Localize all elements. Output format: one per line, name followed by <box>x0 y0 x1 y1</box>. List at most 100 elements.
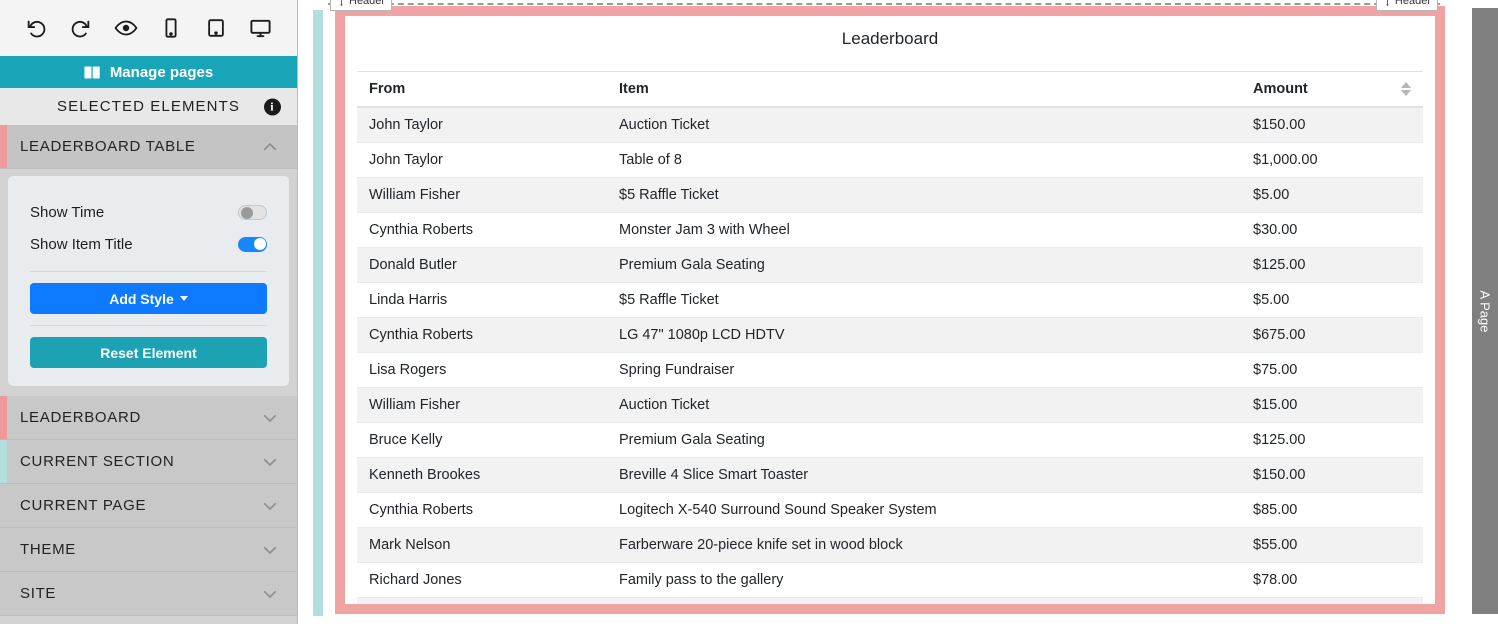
table-row[interactable]: Bruce Kelly Premium Gala Seating $125.00 <box>357 422 1423 458</box>
cell-amount: $125.00 <box>1241 422 1389 458</box>
chevron-up-icon <box>263 142 277 150</box>
table-row[interactable]: Linda Harris $5 Raffle Ticket $5.00 <box>357 282 1423 318</box>
sidebar-section-leaderboard[interactable]: LEADERBOARD <box>0 396 297 440</box>
divider <box>30 325 267 326</box>
cell-from: Mark Nelson <box>357 527 607 563</box>
cell-from: Rhonda Clark <box>357 597 607 604</box>
cell-spacer <box>1389 527 1423 563</box>
divider <box>30 271 267 272</box>
table-body: John Taylor Auction Ticket $150.00 John Tay… <box>357 107 1423 604</box>
table-row[interactable]: Cynthia Roberts Monster Jam 3 with Wheel $… <box>357 212 1423 248</box>
add-style-label: Add Style <box>109 290 174 307</box>
cell-amount: $1,000.00 <box>1241 142 1389 178</box>
section-label: LEADERBOARD <box>20 409 142 426</box>
cell-item: LG 47" 1080p LCD HDTV <box>607 317 1241 353</box>
header-badge-left[interactable]: Header <box>330 0 393 11</box>
reset-element-button[interactable]: Reset Element <box>30 337 267 368</box>
cell-item: Premium Gala Seating <box>607 422 1241 458</box>
page-tab-label: A Page <box>1477 290 1493 332</box>
column-header-amount[interactable]: Amount <box>1241 71 1389 108</box>
cell-amount: $5.00 <box>1241 282 1389 318</box>
cell-spacer <box>1389 247 1423 283</box>
table-row[interactable]: John Taylor Table of 8 $1,000.00 <box>357 142 1423 178</box>
cell-spacer <box>1389 457 1423 493</box>
section-label: LEADERBOARD TABLE <box>20 138 196 155</box>
table-row[interactable]: William Fisher Auction Ticket $15.00 <box>357 387 1423 423</box>
section-label: SITE <box>20 585 57 602</box>
undo-icon[interactable] <box>19 11 53 45</box>
sidebar-section-current-section[interactable]: CURRENT SECTION <box>0 440 297 484</box>
cell-item: $5 Raffle Ticket <box>607 597 1241 604</box>
table-row[interactable]: William Fisher $5 Raffle Ticket $5.00 <box>357 177 1423 213</box>
sort-descending-arrow <box>1401 90 1411 96</box>
section-label: CURRENT SECTION <box>20 453 175 470</box>
cell-from: William Fisher <box>357 387 607 423</box>
cell-item: Family pass to the gallery <box>607 562 1241 598</box>
cell-spacer <box>1389 422 1423 458</box>
cell-amount: $150.00 <box>1241 107 1389 143</box>
header-badge-right[interactable]: Header <box>1375 0 1438 11</box>
cell-amount: $55.00 <box>1241 527 1389 563</box>
column-header-from[interactable]: From <box>357 71 607 108</box>
cell-spacer <box>1389 107 1423 143</box>
info-icon[interactable]: i <box>264 98 281 115</box>
table-row[interactable]: Mark Nelson Farberware 20-piece knife set… <box>357 527 1423 563</box>
desktop-icon[interactable] <box>244 11 278 45</box>
column-header-item[interactable]: Item <box>607 71 1241 108</box>
table-row[interactable]: Donald Butler Premium Gala Seating $125.00 <box>357 247 1423 283</box>
setting-show-time: Show Time <box>30 196 267 228</box>
manage-pages-label: Manage pages <box>109 63 214 81</box>
cell-spacer <box>1389 352 1423 388</box>
sidebar-section-current-page[interactable]: CURRENT PAGE <box>0 484 297 528</box>
tablet-icon[interactable] <box>199 11 233 45</box>
chevron-down-icon <box>263 546 277 554</box>
cell-from: Cynthia Roberts <box>357 317 607 353</box>
cell-amount: $5.00 <box>1241 177 1389 213</box>
table-row[interactable]: Cynthia Roberts LG 47" 1080p LCD HDTV $675… <box>357 317 1423 353</box>
table-row[interactable]: Richard Jones Family pass to the gallery $… <box>357 562 1423 598</box>
move-icon <box>340 0 343 6</box>
cell-item: Monster Jam 3 with Wheel <box>607 212 1241 248</box>
sort-icon[interactable] <box>1401 82 1411 96</box>
leaderboard-table: From Item Amount John Taylor Auction <box>357 71 1423 604</box>
selected-element-frame[interactable]: Leaderboard From Item Amount <box>335 6 1445 614</box>
cell-amount: $78.00 <box>1241 562 1389 598</box>
leaderboard-widget: Leaderboard From Item Amount <box>345 16 1435 604</box>
add-style-button[interactable]: Add Style <box>30 283 267 314</box>
chevron-down-icon <box>263 458 277 466</box>
table-row[interactable]: Cynthia Roberts Logitech X-540 Surround S… <box>357 492 1423 528</box>
sort-ascending-arrow <box>1401 82 1411 88</box>
page-title: Leaderboard <box>841 29 939 48</box>
book-icon <box>84 65 101 80</box>
show-item-title-toggle[interactable] <box>238 236 267 252</box>
table-row[interactable]: Kenneth Brookes Breville 4 Slice Smart To… <box>357 457 1423 493</box>
cell-amount: $675.00 <box>1241 317 1389 353</box>
page-side-tab[interactable]: A Page <box>1472 8 1498 614</box>
redo-icon[interactable] <box>64 11 98 45</box>
cell-amount: $30.00 <box>1241 212 1389 248</box>
sidebar-section-leaderboard-table[interactable]: LEADERBOARD TABLE <box>0 125 297 169</box>
settings-card: Show Time Show Item Title Add Style <box>8 176 289 386</box>
show-time-toggle[interactable] <box>238 204 267 220</box>
reset-element-label: Reset Element <box>100 344 197 361</box>
chevron-down-icon <box>263 414 277 422</box>
table-row[interactable]: Lisa Rogers Spring Fundraiser $75.00 <box>357 352 1423 388</box>
table-row[interactable]: Rhonda Clark$5 Raffle Ticket$10.00 <box>357 597 1423 604</box>
manage-pages-button[interactable]: Manage pages <box>0 56 297 88</box>
show-item-title-label: Show Item Title <box>30 235 133 253</box>
cell-from: Cynthia Roberts <box>357 212 607 248</box>
preview-icon[interactable] <box>109 11 143 45</box>
mobile-icon[interactable] <box>154 11 188 45</box>
table-row[interactable]: John Taylor Auction Ticket $150.00 <box>357 107 1423 143</box>
sidebar-section-theme[interactable]: THEME <box>0 528 297 572</box>
cell-spacer <box>1389 562 1423 598</box>
toggle-knob <box>253 238 266 250</box>
setting-show-item-title: Show Item Title <box>30 228 267 260</box>
cell-from: Donald Butler <box>357 247 607 283</box>
table-header-row: From Item Amount <box>357 71 1423 108</box>
chevron-down-icon <box>263 502 277 510</box>
cell-spacer <box>1389 387 1423 423</box>
column-header-sort[interactable] <box>1389 71 1423 108</box>
sidebar-section-site[interactable]: SITE <box>0 572 297 616</box>
